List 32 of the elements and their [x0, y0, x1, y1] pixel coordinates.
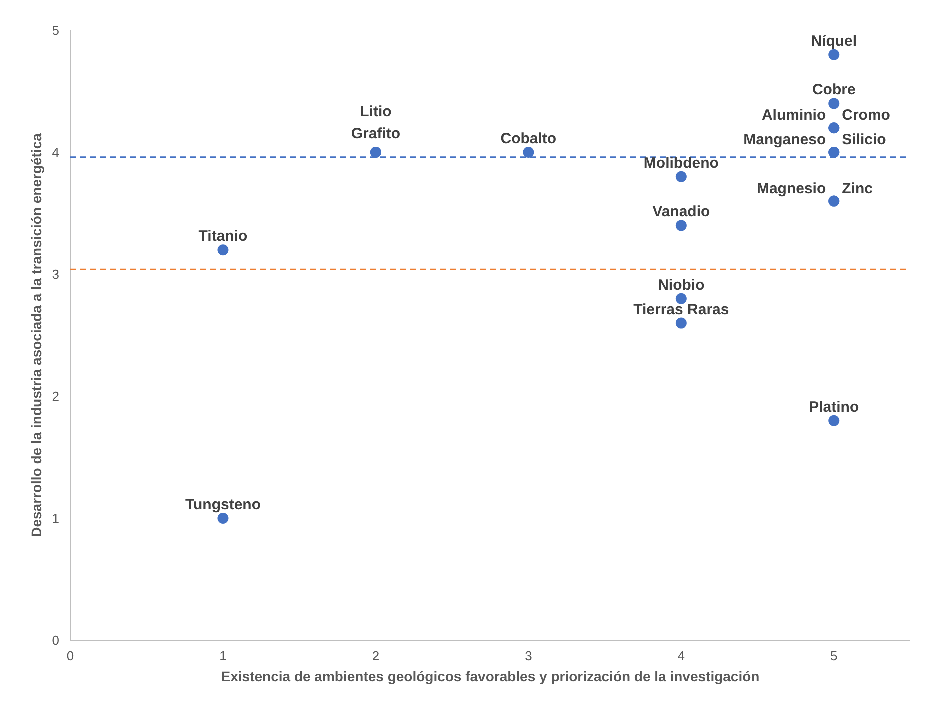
x-tick-label: 4 — [678, 648, 686, 664]
data-label: Grafito — [351, 126, 401, 142]
data-label: Manganeso — [744, 132, 826, 148]
data-label: Vanadio — [652, 204, 710, 221]
data-label: Cobalto — [500, 130, 557, 148]
data-label: Cromo — [842, 107, 890, 124]
x-tick-label: 0 — [66, 648, 74, 664]
data-label: Magnesio — [756, 180, 826, 198]
data-label: Niobio — [658, 276, 705, 294]
data-label: Zinc — [842, 180, 873, 198]
data-label: Tungsteno — [185, 496, 262, 514]
y-tick-label: 1 — [52, 511, 60, 526]
data-label: Níquel — [811, 32, 858, 50]
data-label: Aluminio — [762, 107, 826, 124]
x-tick-label: 3 — [525, 648, 532, 664]
y-tick-label: 3 — [52, 267, 60, 282]
x-tick-label: 2 — [372, 648, 380, 664]
x-tick-label: 1 — [220, 648, 227, 664]
data-label: Titanio — [198, 228, 248, 246]
data-label: Cobre — [812, 82, 856, 99]
x-axis-title: Existencia de ambientes geológicos favorables y priorización de la investigación — [221, 668, 760, 684]
data-label: Litio — [360, 104, 392, 120]
y-tick-label: 5 — [52, 23, 60, 38]
data-label: Tierras Raras — [634, 301, 730, 318]
y-tick-label: 0 — [52, 633, 60, 648]
data-label: Silicio — [842, 132, 886, 148]
y-tick-label: 4 — [52, 145, 60, 160]
data-label: Molibdeno — [644, 154, 719, 172]
y-axis-title: Desarrollo de la industria asociada a la transición energética — [28, 133, 44, 538]
y-tick-label: 2 — [52, 389, 60, 404]
x-tick-label: 5 — [830, 648, 838, 664]
data-label: Platino — [809, 398, 860, 416]
